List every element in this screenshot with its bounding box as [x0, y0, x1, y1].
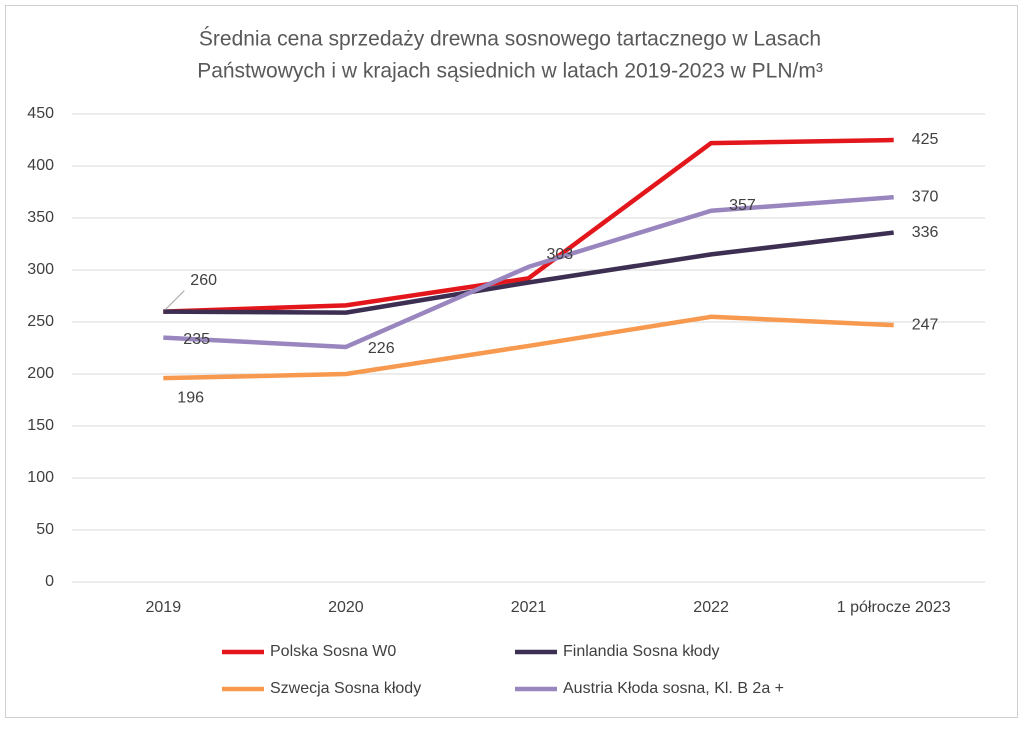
- y-tick-label: 300: [27, 261, 54, 278]
- x-tick-label: 2022: [693, 599, 729, 616]
- y-tick-label: 0: [45, 573, 54, 590]
- y-tick-label: 150: [27, 417, 54, 434]
- line-series: [163, 137, 894, 314]
- y-tick-label: 400: [27, 157, 54, 174]
- line-series: [163, 230, 894, 315]
- x-tick-label: 1 półrocze 2023: [837, 599, 951, 616]
- data-label: 235: [183, 331, 210, 348]
- data-label: 336: [912, 224, 939, 241]
- y-tick-label: 200: [27, 365, 54, 382]
- y-tick-label: 450: [27, 105, 54, 122]
- y-tick-label: 350: [27, 209, 54, 226]
- y-tick-label: 50: [36, 521, 54, 538]
- legend-label: Austria Kłoda sosna, Kl. B 2a +: [563, 680, 784, 697]
- legend-label: Finlandia Sosna kłody: [563, 643, 720, 660]
- data-label: 247: [912, 316, 939, 333]
- data-label: 196: [177, 389, 204, 406]
- chart-title: Państwowych i w krajach sąsiednich w lat…: [197, 60, 823, 83]
- data-label: 260: [190, 272, 217, 289]
- data-label: 370: [912, 188, 939, 205]
- x-tick-label: 2020: [328, 599, 364, 616]
- leader-line: [164, 290, 185, 310]
- x-tick-label: 2021: [511, 599, 547, 616]
- line-series: [163, 194, 894, 350]
- legend-label: Szwecja Sosna kłody: [270, 680, 421, 697]
- line-series: [163, 314, 894, 381]
- data-label: 226: [368, 340, 395, 357]
- data-label: 425: [912, 131, 939, 148]
- y-tick-label: 250: [27, 313, 54, 330]
- data-label: 303: [547, 246, 574, 263]
- legend-label: Polska Sosna W0: [270, 643, 396, 660]
- y-tick-label: 100: [27, 469, 54, 486]
- data-label: 357: [729, 197, 756, 214]
- chart-title: Średnia cena sprzedaży drewna sosnowego …: [199, 27, 821, 51]
- chart-border: [5, 5, 1018, 718]
- x-tick-label: 2019: [146, 599, 182, 616]
